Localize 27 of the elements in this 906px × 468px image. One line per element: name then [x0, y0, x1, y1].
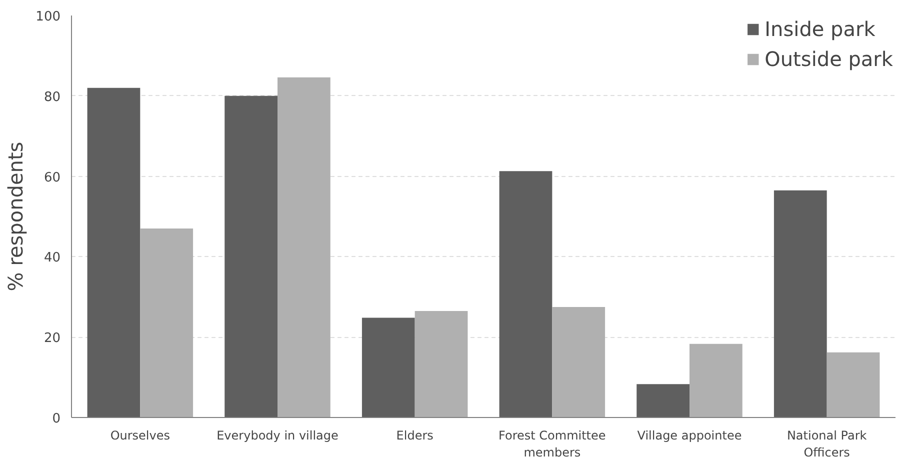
bar: [87, 88, 140, 418]
x-tick-label: Village appointee: [637, 428, 742, 442]
bar: [499, 171, 552, 418]
y-tick-label: 80: [44, 90, 61, 105]
x-tick-label: National Park Officers: [786, 428, 867, 460]
bar: [690, 344, 742, 418]
bar: [826, 352, 880, 418]
y-tick-label: 0: [52, 412, 61, 426]
bar: [414, 310, 468, 418]
y-axis-title: % respondents: [4, 142, 28, 292]
x-tick-label: Forest Committee members: [498, 428, 606, 460]
x-tick-label: Elders: [396, 428, 434, 442]
x-tick-label: Ourselves: [110, 428, 170, 442]
bar: [362, 318, 415, 418]
y-tick-label: 20: [44, 331, 61, 346]
y-tick-label: 60: [44, 170, 61, 186]
y-tick-label: 40: [44, 250, 61, 266]
bar: [774, 190, 827, 418]
bar: [552, 306, 606, 418]
bar: [224, 96, 278, 418]
x-tick-label: Everybody in village: [216, 428, 338, 442]
y-tick-label: 100: [36, 10, 61, 24]
legend-label: Inside park: [764, 17, 876, 41]
bar: [278, 77, 330, 418]
bar: [636, 384, 690, 418]
bar: [140, 228, 194, 418]
legend-label: Outside park: [764, 47, 893, 71]
